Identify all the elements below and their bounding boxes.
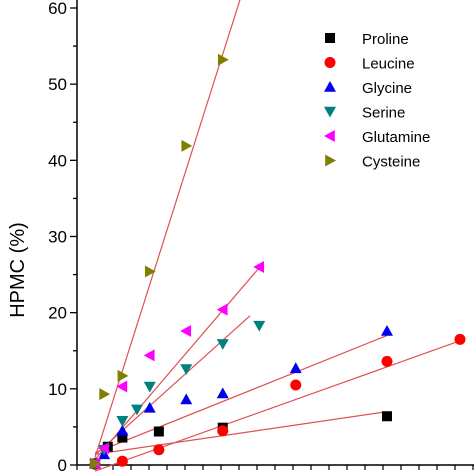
point-leucine bbox=[454, 333, 466, 345]
point-serine bbox=[253, 320, 266, 332]
point-cysteine bbox=[181, 139, 193, 152]
legend-label-proline: Proline bbox=[362, 31, 409, 48]
point-proline bbox=[117, 432, 128, 443]
legend-marker-cysteine bbox=[325, 154, 336, 167]
y-tick-label: 60 bbox=[48, 0, 67, 18]
point-cysteine bbox=[90, 457, 101, 470]
y-tick-label: 0 bbox=[58, 456, 67, 474]
legend-label-serine: Serine bbox=[362, 105, 405, 122]
point-glutamine bbox=[253, 260, 265, 273]
legend-label-glycine: Glycine bbox=[362, 80, 412, 97]
legend-label-glutamine: Glutamine bbox=[362, 129, 430, 146]
point-glycine bbox=[180, 393, 193, 405]
point-leucine bbox=[217, 425, 229, 437]
point-glutamine bbox=[116, 380, 128, 393]
legend-label-leucine: Leucine bbox=[362, 56, 415, 73]
y-tick-label: 40 bbox=[48, 151, 67, 170]
point-leucine bbox=[381, 355, 393, 367]
legend-marker-glutamine bbox=[324, 130, 335, 142]
point-leucine bbox=[116, 455, 128, 467]
point-leucine bbox=[153, 444, 165, 456]
point-glycine bbox=[289, 362, 302, 374]
y-tick-label: 30 bbox=[48, 228, 67, 247]
point-glycine bbox=[116, 424, 129, 436]
point-cysteine bbox=[144, 265, 156, 278]
point-proline bbox=[153, 426, 164, 437]
y-tick-label: 50 bbox=[48, 75, 67, 94]
point-serine bbox=[143, 381, 156, 393]
fit-line-proline bbox=[94, 411, 388, 455]
legend-marker-proline bbox=[325, 33, 335, 43]
point-leucine bbox=[290, 379, 302, 391]
point-glycine bbox=[216, 387, 229, 399]
point-glycine bbox=[143, 401, 156, 413]
y-tick-label: 10 bbox=[48, 380, 67, 399]
point-glutamine bbox=[98, 442, 109, 455]
y-tick-label: 20 bbox=[48, 304, 67, 323]
legend-label-cysteine: Cysteine bbox=[362, 154, 420, 171]
point-glycine bbox=[381, 324, 393, 336]
data-points bbox=[89, 53, 466, 471]
point-serine bbox=[116, 416, 129, 427]
point-proline bbox=[382, 411, 392, 422]
y-axis-title: HPMC (%) bbox=[7, 222, 29, 318]
legend: Proline Leucine Glycine Serine Glutamine Cyst… bbox=[324, 31, 430, 171]
point-serine bbox=[216, 339, 229, 350]
point-serine bbox=[180, 364, 193, 376]
point-cysteine bbox=[117, 369, 129, 382]
legend-marker-serine bbox=[324, 106, 336, 118]
point-glutamine bbox=[143, 349, 155, 362]
fit-line-glycine bbox=[94, 334, 388, 454]
point-cysteine bbox=[99, 388, 111, 401]
axes: 0 10 20 30 40 50 60 bbox=[48, 0, 474, 474]
point-glutamine bbox=[216, 303, 228, 316]
point-glutamine bbox=[180, 324, 192, 337]
legend-marker-leucine bbox=[324, 57, 336, 68]
point-cysteine bbox=[217, 53, 229, 66]
point-serine bbox=[130, 404, 143, 416]
legend-marker-glycine bbox=[324, 81, 336, 92]
